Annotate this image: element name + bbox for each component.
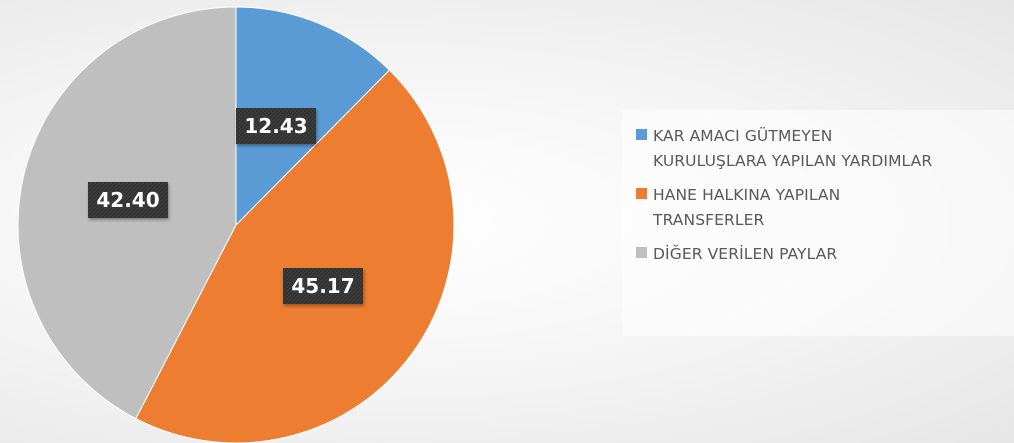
- data-label: 42.40: [88, 182, 168, 218]
- pie-data-labels: 12.43 45.17 42.40: [88, 108, 363, 304]
- legend-item-hane-halkina: HANE HALKINA YAPILAN TRANSFERLER: [636, 183, 1014, 233]
- legend-label: HANE HALKINA YAPILAN TRANSFERLER: [653, 183, 840, 233]
- legend-label-line2: TRANSFERLER: [653, 211, 765, 229]
- data-label-value: 42.40: [96, 188, 159, 212]
- legend-swatch-orange: [636, 188, 647, 199]
- legend-swatch-blue: [636, 129, 647, 140]
- data-label: 12.43: [236, 108, 316, 144]
- legend-label-line1: KAR AMACI GÜTMEYEN: [653, 127, 833, 145]
- data-label-value: 12.43: [244, 114, 307, 138]
- chart-legend: KAR AMACI GÜTMEYEN KURULUŞLARA YAPILAN Y…: [622, 110, 1014, 336]
- legend-item-diger: DİĞER VERİLEN PAYLAR: [636, 242, 1014, 267]
- data-label-box: [236, 108, 316, 144]
- legend-label-line1: HANE HALKINA YAPILAN: [653, 186, 841, 204]
- legend-label-line1: DİĞER VERİLEN PAYLAR: [653, 245, 838, 263]
- legend-label: KAR AMACI GÜTMEYEN KURULUŞLARA YAPILAN Y…: [653, 124, 932, 174]
- data-label-value: 45.17: [291, 274, 354, 298]
- legend-item-kar-amaci: KAR AMACI GÜTMEYEN KURULUŞLARA YAPILAN Y…: [636, 124, 1014, 174]
- pie-slice-hane-halkina: [135, 69, 455, 443]
- legend-label-line2: KURULUŞLARA YAPILAN YARDIMLAR: [653, 152, 933, 170]
- data-label-box: [88, 182, 168, 218]
- data-label: 45.17: [283, 268, 363, 304]
- data-label-box: [283, 268, 363, 304]
- legend-swatch-gray: [636, 247, 647, 258]
- pie-slices: [17, 6, 455, 443]
- legend-label: DİĞER VERİLEN PAYLAR: [653, 242, 837, 267]
